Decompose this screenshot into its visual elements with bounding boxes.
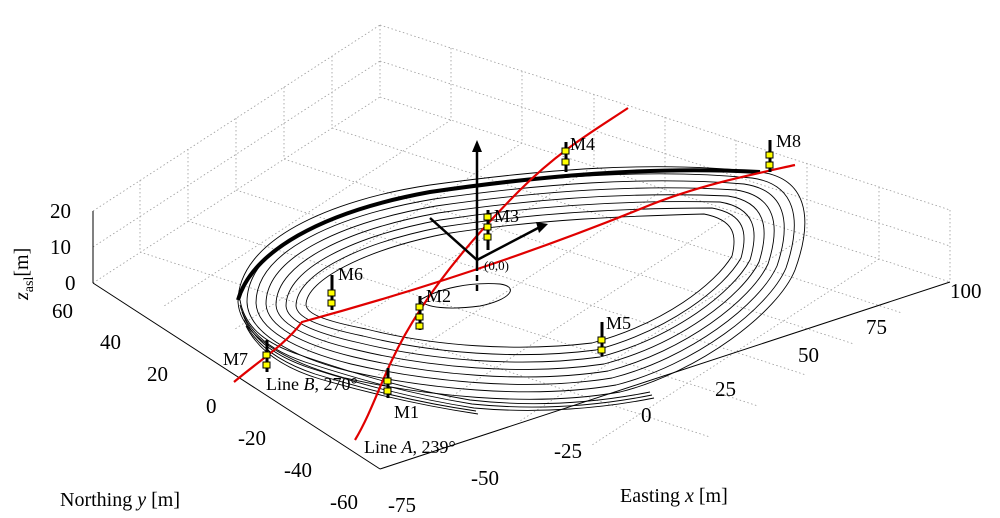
- x-tick-label: -75: [388, 493, 416, 517]
- sensor-m5-marker: [597, 322, 606, 356]
- profile-lines: [233, 107, 796, 441]
- line-b-suffix: , 270°: [315, 374, 358, 394]
- z-axis-title-main: z: [11, 292, 33, 301]
- z-axis-title-sub: asl: [22, 277, 37, 293]
- y-axis-title-unit: [m]: [146, 489, 180, 511]
- origin-label: (0,0): [484, 258, 509, 273]
- y-tick-label: 0: [206, 394, 217, 418]
- sensor-m3-label: M3: [494, 206, 519, 226]
- line-a-prefix: Line: [364, 437, 402, 457]
- y-axis-title: Northing y [m]: [60, 489, 180, 511]
- y-tick-label: -20: [238, 426, 266, 450]
- sensor-m8-label: M8: [776, 131, 801, 151]
- origin-axes: [429, 145, 541, 295]
- x-tick-label: 100: [950, 279, 982, 303]
- sensor-m4-label: M4: [570, 134, 595, 154]
- origin-arrow-up-icon: [472, 140, 482, 152]
- y-tick-label: 20: [147, 362, 168, 386]
- x-tick-label: 50: [798, 343, 819, 367]
- y-tick-label: 60: [52, 299, 73, 323]
- line-a-var: A: [401, 437, 414, 457]
- x-axis-title-prefix: Easting: [620, 485, 685, 507]
- y-tick-label: 40: [100, 330, 121, 354]
- sensor-m7-label: M7: [223, 349, 248, 369]
- line-a-suffix: , 239°: [413, 437, 456, 457]
- axis-lines: [92, 211, 951, 470]
- sensor-m1-label: M1: [394, 402, 419, 422]
- line-a-label: Line A, 239°: [364, 437, 456, 457]
- sensor-m4-marker: [561, 142, 570, 172]
- x-tick-label: 75: [866, 315, 887, 339]
- x-tick-label: 0: [641, 403, 652, 427]
- sensor-m6-marker: [327, 275, 336, 310]
- line-b-prefix: Line: [266, 374, 304, 394]
- sensor-m7-marker: [262, 340, 271, 372]
- x-axis-title-var: x: [684, 485, 694, 507]
- line-b-var: B: [304, 374, 315, 394]
- z-axis-title-unit: [m]: [11, 248, 33, 277]
- x-tick-label: -25: [554, 439, 582, 463]
- crater-rim: [236, 168, 761, 301]
- z-tick-label: 0: [65, 271, 76, 295]
- sensor-m1-marker: [383, 368, 392, 398]
- sensor-m3-marker: [483, 210, 492, 250]
- sensor-m2-marker: [415, 296, 424, 330]
- z-tick-label: 20: [50, 199, 71, 223]
- y-tick-label: -40: [284, 458, 312, 482]
- sensor-m6-label: M6: [338, 264, 363, 284]
- sensor-m2-label: M2: [426, 286, 451, 306]
- z-tick-label: 10: [50, 235, 71, 259]
- x-tick-label: -50: [471, 466, 499, 490]
- sensor-m8-marker: [765, 140, 774, 172]
- x-axis-title-unit: [m]: [694, 485, 728, 507]
- x-tick-label: 25: [715, 377, 736, 401]
- y-axis-title-prefix: Northing: [60, 489, 137, 511]
- sensor-m5-label: M5: [606, 313, 631, 333]
- grid-lines: [92, 24, 951, 446]
- x-axis-title: Easting x [m]: [620, 485, 728, 507]
- y-tick-label: -60: [330, 490, 358, 514]
- y-axis-title-var: y: [135, 489, 146, 511]
- origin-arrow-east-icon: [536, 222, 548, 233]
- line-b-label: Line B, 270°: [266, 374, 358, 394]
- z-axis-title: zasl[m]: [11, 248, 37, 301]
